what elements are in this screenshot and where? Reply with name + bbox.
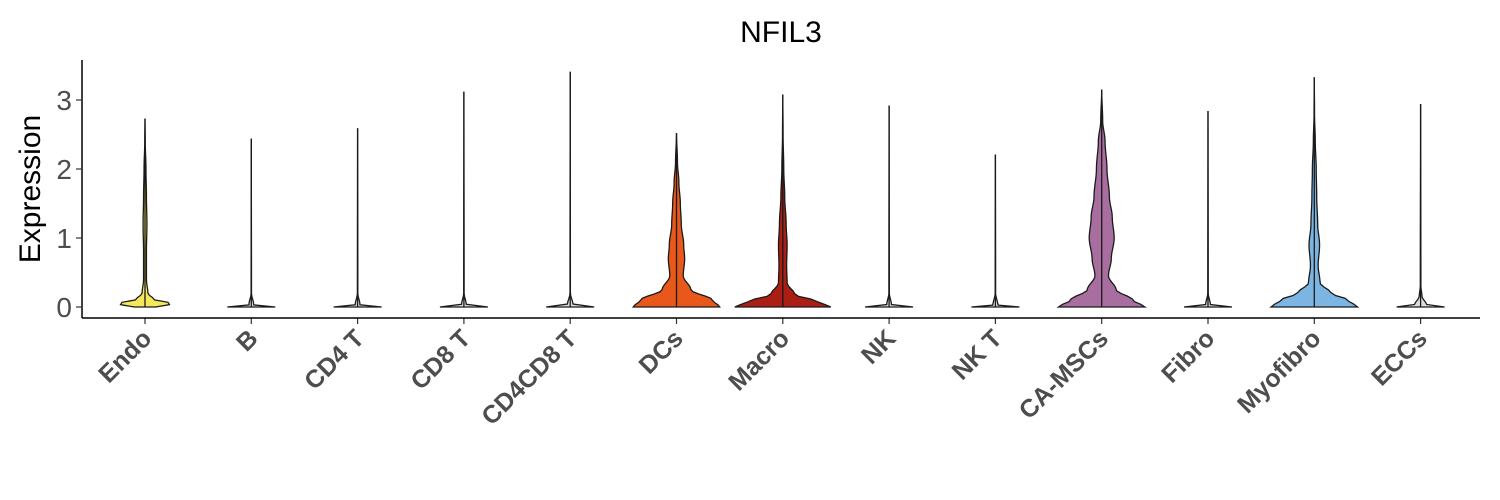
x-tick-label-cd4cd8-t: CD4CD8 T [476, 324, 582, 430]
chart-title: NFIL3 [740, 16, 822, 49]
y-tick-label-2: 2 [56, 154, 72, 185]
x-tick-label-fibro: Fibro [1156, 324, 1220, 388]
y-tick-label-3: 3 [56, 85, 72, 116]
x-tick-label-ca-mscs: CA-MSCs [1014, 324, 1114, 424]
x-tick-label-macro: Macro [723, 324, 795, 396]
x-tick-label-dcs: DCs [634, 324, 689, 379]
x-tick-label-endo: Endo [93, 324, 157, 388]
violins-layer [119, 71, 1445, 308]
x-tick-label-nk: NK [856, 324, 901, 369]
y-tick-label-1: 1 [56, 223, 72, 254]
axes-layer: Endo B CD4 T CD8 T CD4CD8 T DCs Macro NK NK T CA-… [56, 60, 1480, 431]
x-tick-label-nk-t: NK T [947, 324, 1008, 385]
x-tick-label-b: B [231, 324, 264, 357]
x-tick-label-eccs: ECCs [1366, 324, 1433, 391]
x-tick-label-myofibro: Myofibro [1232, 324, 1326, 418]
x-tick-label-cd4-t: CD4 T [299, 324, 370, 395]
y-tick-label-0: 0 [56, 292, 72, 323]
x-tick-label-cd8-t: CD8 T [405, 324, 476, 395]
y-axis-label: Expression [14, 115, 47, 263]
